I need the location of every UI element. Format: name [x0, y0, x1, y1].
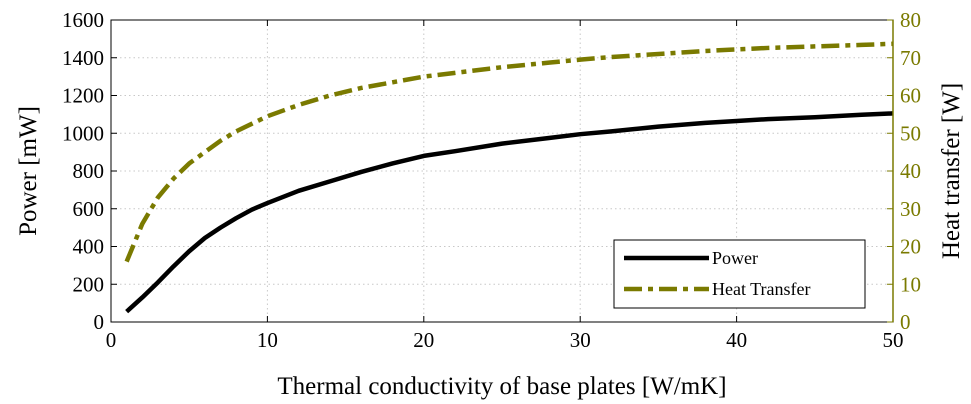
legend-label: Power	[712, 248, 758, 268]
legend-box	[613, 239, 866, 309]
y-tick-label: 800	[73, 159, 105, 183]
y2-tick-label: 80	[900, 8, 921, 32]
y-tick-label: 1600	[62, 8, 104, 32]
y-tick-label: 400	[73, 235, 105, 259]
y-axis-label: Power [mW]	[15, 106, 42, 236]
y2-tick-label: 50	[900, 121, 921, 145]
y2-tick-label: 20	[900, 235, 921, 259]
y2-tick-label: 10	[900, 272, 921, 296]
x-tick-label: 20	[413, 328, 434, 352]
y-tick-label: 200	[73, 272, 105, 296]
y-tick-label: 1000	[62, 121, 104, 145]
y2-tick-label: 60	[900, 84, 921, 108]
x-tick-label: 30	[570, 328, 591, 352]
series-line-power	[125, 111, 894, 314]
y2-axis-label: Heat transfer [W]	[938, 83, 965, 259]
series-layer	[124, 41, 894, 314]
y-tick-label: 0	[94, 310, 105, 334]
tick-layer: 0 10 20 30 40 5002004006008001000120014001600…	[62, 8, 921, 352]
x-tick-label: 0	[106, 328, 117, 352]
y-tick-label: 1400	[62, 46, 104, 70]
legend: Power Heat Transfer	[613, 239, 866, 309]
x-tick-label: 50	[883, 328, 904, 352]
x-tick-label: 40	[726, 328, 747, 352]
y2-tick-label: 0	[900, 310, 911, 334]
legend-label: Heat Transfer	[712, 279, 810, 299]
y2-tick-label: 70	[900, 46, 921, 70]
y2-tick-label: 40	[900, 159, 921, 183]
grid-layer	[111, 20, 893, 322]
y-tick-label: 1200	[62, 84, 104, 108]
y2-tick-label: 30	[900, 197, 921, 221]
y-tick-label: 600	[73, 197, 105, 221]
x-tick-label: 10	[257, 328, 278, 352]
x-axis-label: Thermal conductivity of base plates [W/m…	[277, 373, 726, 400]
series-line-heat-transfer	[124, 41, 894, 263]
